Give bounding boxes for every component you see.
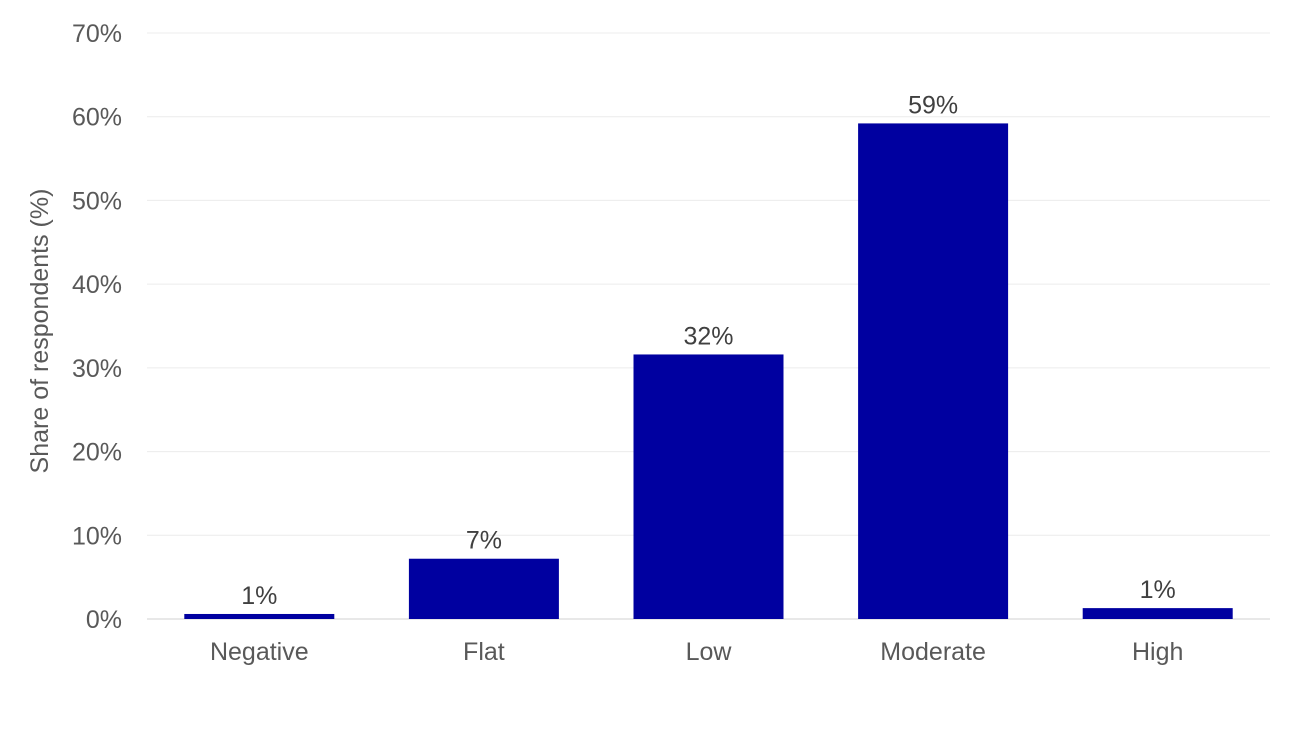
y-axis-title: Share of respondents (%) xyxy=(26,189,54,474)
data-label-high: 1% xyxy=(1140,576,1176,604)
category-label-high: High xyxy=(1132,638,1183,666)
y-axis-tick-labels: 0% 10% 20% 30% 40% 50% 60% 70% xyxy=(72,20,122,634)
data-label-moderate: 59% xyxy=(908,91,958,119)
y-tick-label: 50% xyxy=(72,187,122,215)
y-tick-label: 10% xyxy=(72,522,122,550)
bar-moderate xyxy=(858,123,1009,619)
data-label-low: 32% xyxy=(683,322,733,350)
y-tick-label: 60% xyxy=(72,104,122,132)
data-labels: 1% 7% 32% 59% 1% xyxy=(241,91,1176,610)
y-tick-label: 0% xyxy=(86,606,122,634)
data-label-negative: 1% xyxy=(241,582,277,610)
category-label-moderate: Moderate xyxy=(880,638,986,666)
bars xyxy=(184,123,1233,619)
category-label-low: Low xyxy=(686,638,733,666)
x-axis-category-labels: Negative Flat Low Moderate High xyxy=(210,638,1183,666)
category-label-flat: Flat xyxy=(463,638,505,666)
data-label-flat: 7% xyxy=(466,527,502,555)
bar-high xyxy=(1082,608,1233,619)
y-tick-label: 70% xyxy=(72,20,122,48)
bar-low xyxy=(633,354,784,619)
bar-flat xyxy=(408,558,559,619)
y-tick-label: 20% xyxy=(72,439,122,467)
y-tick-label: 30% xyxy=(72,355,122,383)
bar-negative xyxy=(184,613,335,619)
category-label-negative: Negative xyxy=(210,638,309,666)
y-tick-label: 40% xyxy=(72,271,122,299)
